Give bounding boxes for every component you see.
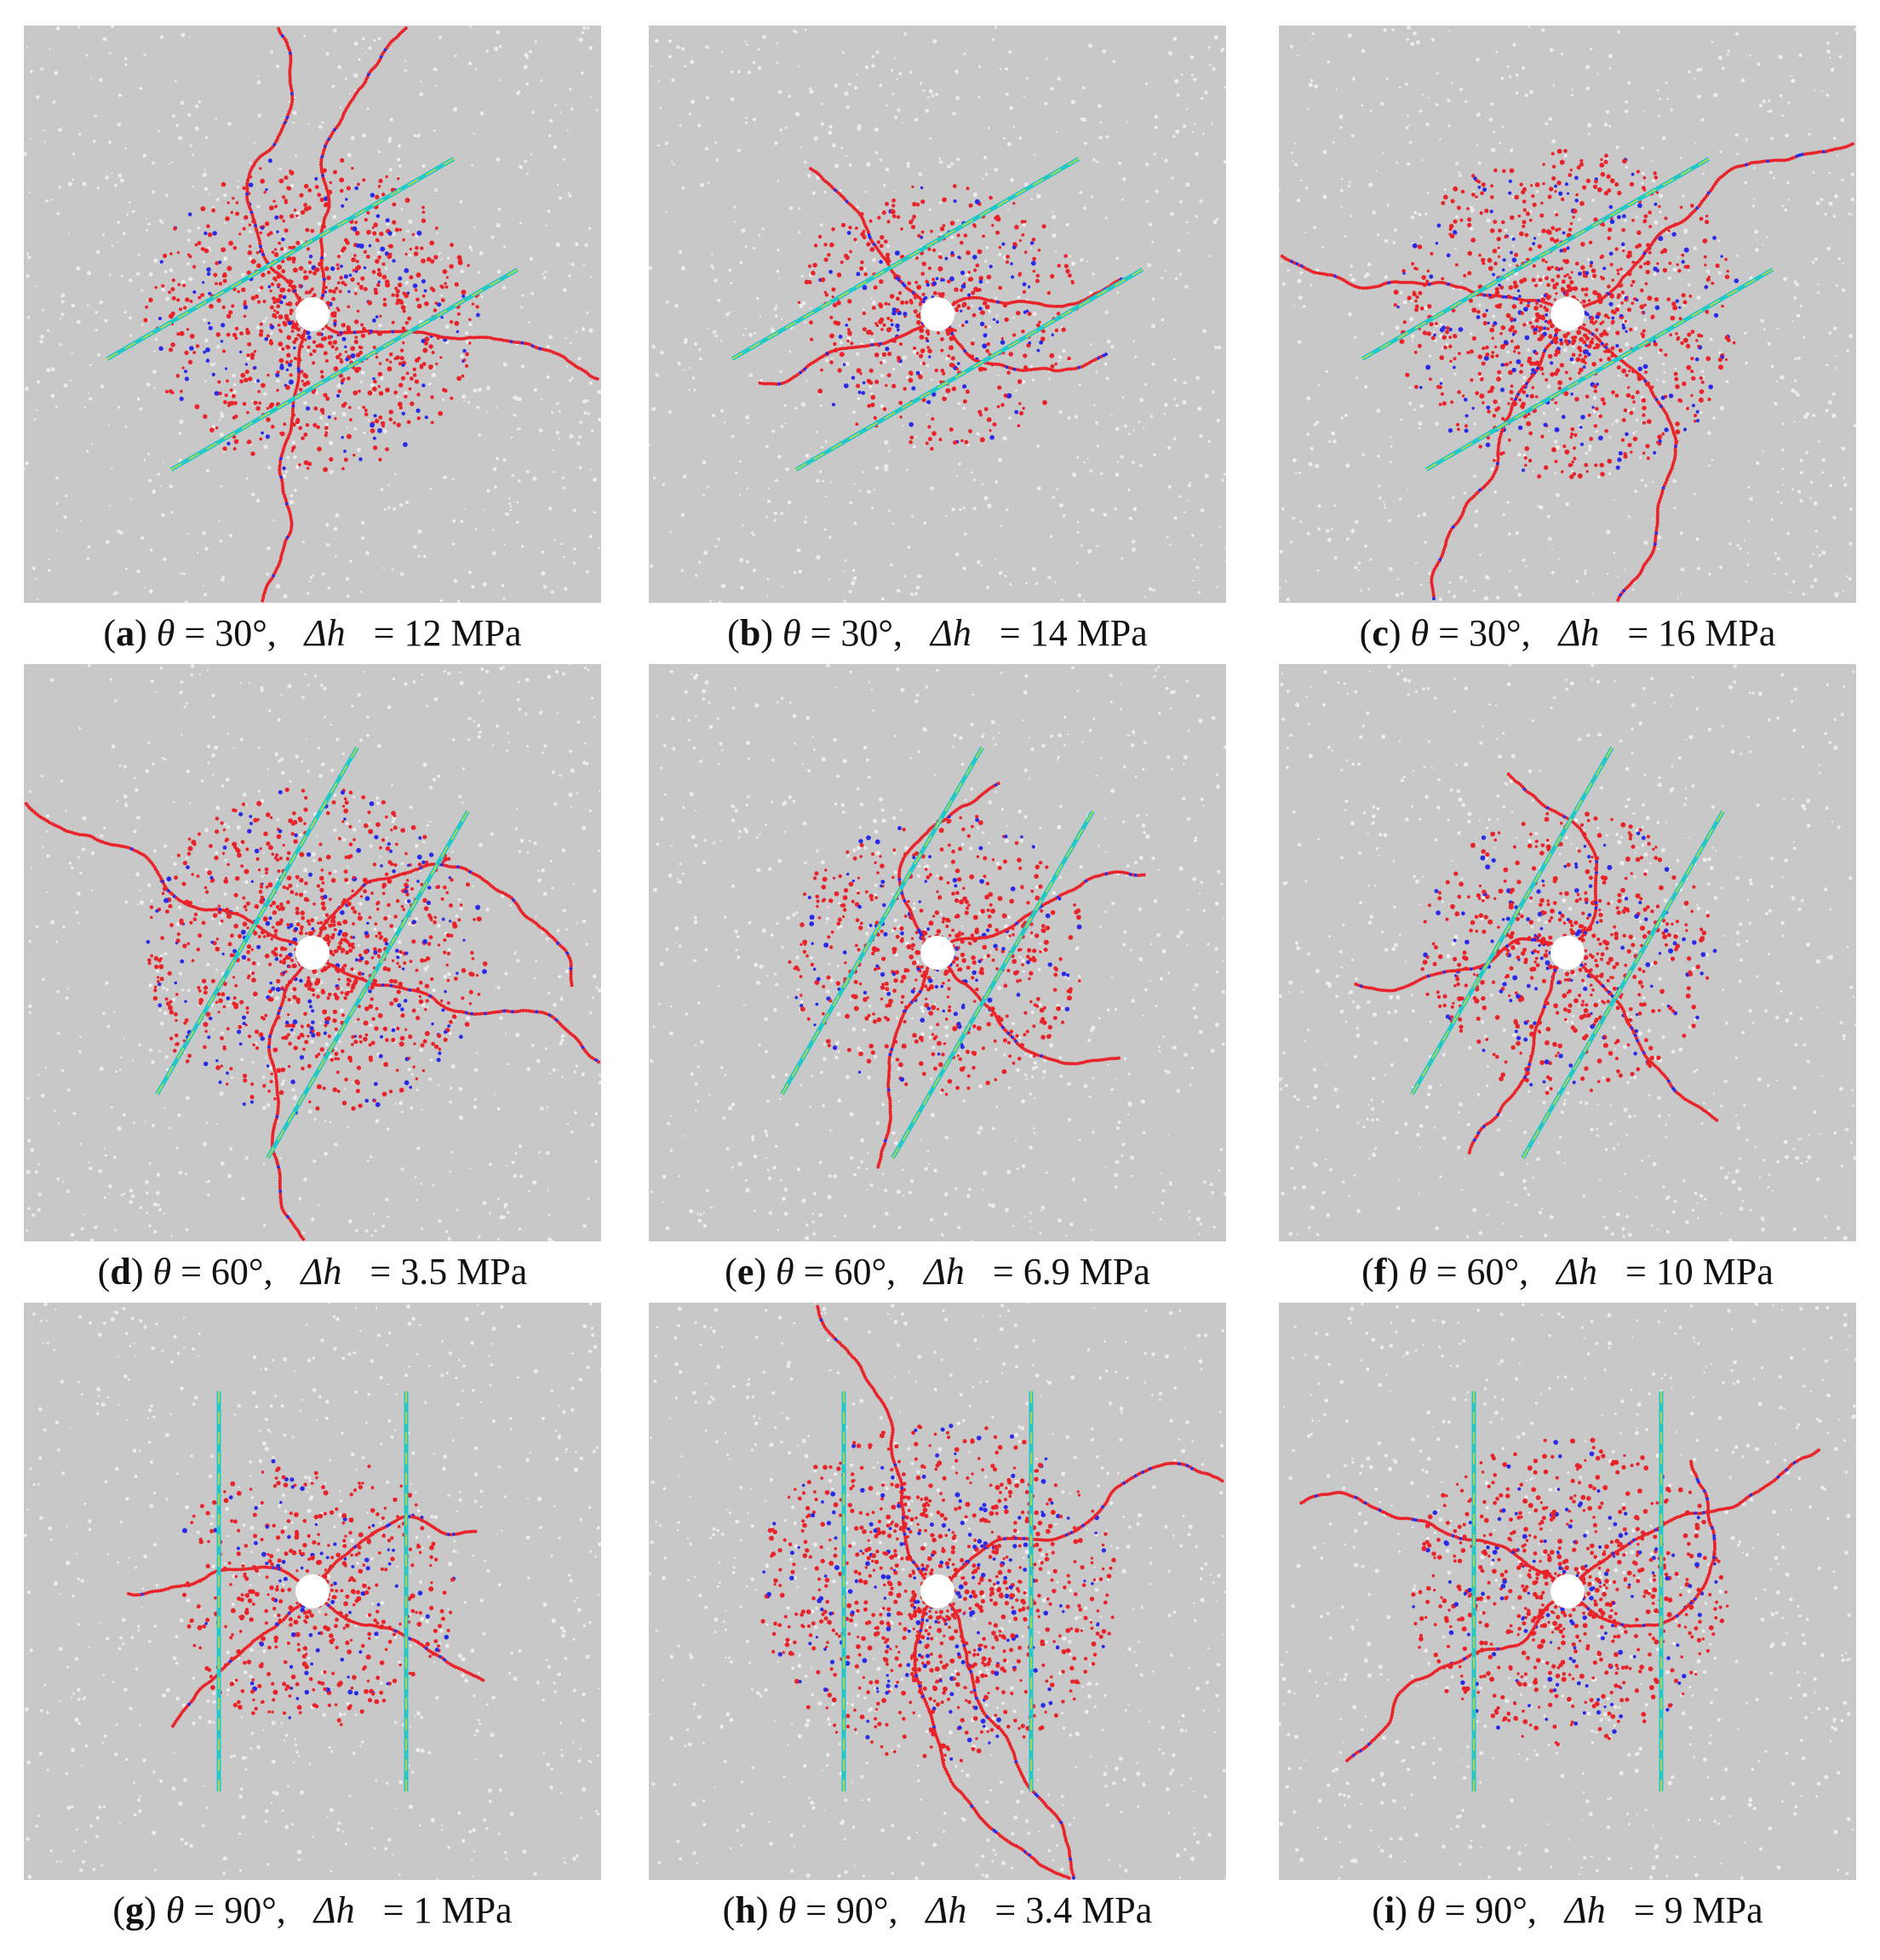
theta-value: 60° [834,1251,887,1292]
delta-h-symbol: Δh [1556,1251,1597,1292]
panel-letter: i [1384,1889,1396,1931]
crack-cloud [127,1459,485,1728]
delta-h-symbol: Δh [304,612,346,654]
caption-g: (g) θ = 90°, Δh = 1 MPa [112,1889,513,1931]
crack-cloud [1280,142,1854,602]
panel-h: (h) θ = 90°, Δh = 3.4 MPa [649,1303,1226,1944]
specimen-image-h [649,1303,1226,1880]
borehole [295,1574,330,1608]
delta-h-value: 10 MPa [1655,1251,1774,1292]
theta-value: 60° [210,1251,264,1292]
panel-letter: d [110,1251,131,1292]
particle-texture [650,664,1226,1241]
panel-letter: c [1372,612,1389,654]
panel-letter: g [125,1889,145,1931]
delta-h-symbol: Δh [924,1251,965,1292]
delta-h-symbol: Δh [301,1251,342,1292]
delta-h-value: 3.4 MPa [1025,1889,1153,1931]
panel-a: (a) θ = 30°, Δh = 12 MPa [24,26,601,667]
theta-symbol: θ [1408,1251,1427,1292]
delta-h-value: 14 MPa [1029,612,1148,654]
particle-texture [649,26,1226,603]
panel-b: (b) θ = 30°, Δh = 14 MPa [649,26,1226,667]
specimen-image-e [649,664,1226,1241]
delta-h-value: 16 MPa [1658,612,1776,654]
panel-d: (d) θ = 60°, Δh = 3.5 MPa [24,664,601,1305]
theta-symbol: θ [1416,1889,1436,1931]
panel-c: (c) θ = 30°, Δh = 16 MPa [1279,26,1856,667]
specimen-image-i [1279,1303,1856,1880]
borehole [920,936,954,970]
specimen-image-f [1279,664,1856,1241]
specimen-image-b [649,26,1226,603]
theta-value: 90° [224,1889,277,1931]
theta-symbol: θ [152,1251,172,1292]
theta-value: 90° [1475,1889,1528,1931]
borehole [295,936,330,970]
theta-symbol: θ [782,612,801,654]
delta-h-symbol: Δh [1558,612,1600,654]
theta-value: 60° [1466,1251,1520,1292]
delta-h-symbol: Δh [1564,1889,1606,1931]
panel-letter: a [116,612,135,654]
panel-g: (g) θ = 90°, Δh = 1 MPa [24,1303,601,1944]
borehole [1550,1574,1585,1608]
panel-letter: f [1373,1251,1387,1292]
theta-symbol: θ [165,1889,185,1931]
theta-value: 90° [835,1889,889,1931]
delta-h-value: 3.5 MPa [400,1251,528,1292]
caption-c: (c) θ = 30°, Δh = 16 MPa [1359,612,1776,654]
delta-h-value: 1 MPa [413,1889,513,1931]
delta-h-value: 12 MPa [404,612,522,654]
specimen-image-a [24,26,601,603]
crack-cloud [1354,772,1719,1155]
borehole [1550,297,1585,331]
borehole [295,297,330,331]
borehole [920,297,954,331]
delta-h-symbol: Δh [926,1889,967,1931]
caption-h: (h) θ = 90°, Δh = 3.4 MPa [722,1889,1153,1931]
caption-a: (a) θ = 30°, Δh = 12 MPa [103,612,522,654]
delta-h-value: 9 MPa [1664,1889,1763,1931]
panel-letter: h [735,1889,756,1931]
theta-symbol: θ [156,612,175,654]
delta-h-symbol: Δh [313,1889,355,1931]
borehole [1550,936,1585,970]
delta-h-symbol: Δh [931,612,972,654]
specimen-image-c [1279,26,1856,603]
panel-letter: b [739,612,761,654]
caption-f: (f) θ = 60°, Δh = 10 MPa [1361,1251,1774,1292]
caption-i: (i) θ = 90°, Δh = 9 MPa [1372,1889,1763,1931]
particle-texture [1279,1303,1856,1880]
panel-e: (e) θ = 60°, Δh = 6.9 MPa [649,664,1226,1305]
delta-h-value: 6.9 MPa [1023,1251,1150,1292]
panel-i: (i) θ = 90°, Δh = 9 MPa [1279,1303,1856,1944]
specimen-image-d [24,664,601,1241]
particle-texture [24,26,601,603]
particle-texture [1279,664,1856,1241]
theta-value: 30° [1468,612,1522,654]
theta-value: 30° [840,612,894,654]
specimen-image-g [24,1303,601,1880]
panel-letter: e [737,1251,754,1292]
crack-cloud [1299,1437,1820,1762]
theta-symbol: θ [776,1251,794,1292]
caption-b: (b) θ = 30°, Δh = 14 MPa [727,612,1148,654]
theta-symbol: θ [1410,612,1430,654]
particle-texture [24,1303,601,1880]
panel-f: (f) θ = 60°, Δh = 10 MPa [1279,664,1856,1305]
theta-value: 30° [215,612,267,654]
caption-e: (e) θ = 60°, Δh = 6.9 MPa [725,1251,1150,1292]
caption-d: (d) θ = 60°, Δh = 3.5 MPa [97,1251,528,1292]
borehole [920,1574,954,1608]
theta-symbol: θ [777,1889,797,1931]
